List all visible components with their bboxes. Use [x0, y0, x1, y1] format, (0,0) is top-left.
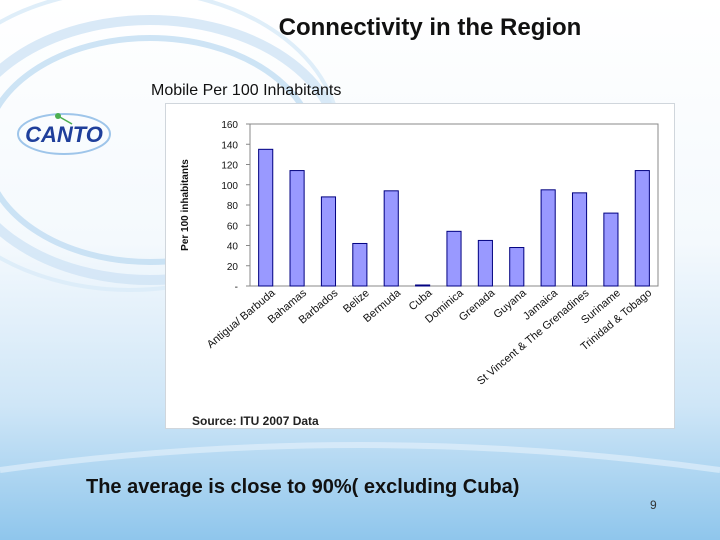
bar	[540, 189, 556, 287]
bar	[352, 242, 368, 287]
bar	[571, 192, 588, 287]
chart-panel: - 20 40 60 80 100 120 140 160 Per 100 inhabitants…	[166, 104, 674, 428]
bar	[446, 230, 462, 287]
x-tick-label: Grenada	[457, 287, 498, 324]
logo-text: CANTO	[25, 122, 103, 147]
y-tick-label: 160	[221, 120, 238, 131]
bar	[634, 170, 650, 287]
average-note: The average is close to 90%( excluding C…	[86, 476, 520, 498]
y-tick-label: 60	[227, 221, 239, 232]
chart-subtitle: Mobile Per 100 Inhabitants	[151, 82, 342, 99]
bar	[383, 190, 399, 287]
y-axis-label: Per 100 inhabitants	[180, 159, 191, 251]
slide-title: Connectivity in the Region	[278, 14, 582, 41]
y-tick-label: 120	[221, 161, 238, 172]
canto-logo: CANTO	[17, 113, 111, 155]
bar	[320, 196, 337, 287]
y-tick-label: 20	[227, 262, 239, 273]
y-tick-label: 140	[221, 140, 238, 151]
y-tick-label: 80	[227, 201, 239, 212]
bar-chart: - 20 40 60 80 100 120 140 160 Per 100 inhabitants…	[180, 120, 659, 388]
page-number: 9	[650, 498, 657, 512]
bar	[258, 148, 274, 287]
bar	[289, 170, 305, 287]
bar	[603, 212, 619, 287]
y-tick-label: 40	[227, 242, 239, 253]
bar	[477, 239, 493, 287]
bar	[509, 247, 525, 287]
source-note: Source: ITU 2007 Data	[192, 414, 319, 428]
bar	[415, 284, 431, 287]
y-tick-label: -	[235, 282, 238, 293]
y-tick-label: 100	[221, 181, 238, 192]
